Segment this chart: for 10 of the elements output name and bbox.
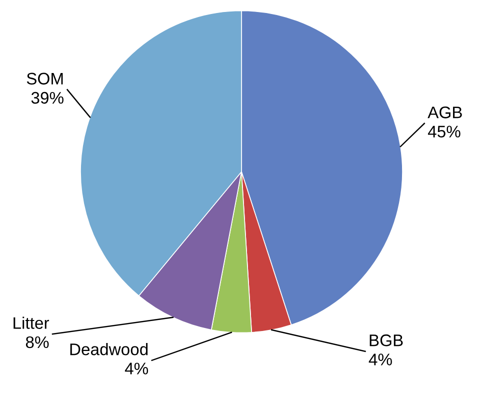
slice-label: SOM	[26, 72, 63, 85]
slice-label: AGB	[428, 106, 462, 118]
data-label: 45%	[428, 126, 460, 138]
data-label: 4%	[368, 354, 392, 366]
data-label: 4%	[124, 362, 148, 374]
data-label: 8%	[26, 336, 49, 348]
slice-label: BGB	[370, 334, 403, 346]
slice-label: Litter	[14, 316, 50, 329]
data-label: 39%	[31, 92, 64, 104]
slice-label: Deadwood	[70, 343, 148, 356]
